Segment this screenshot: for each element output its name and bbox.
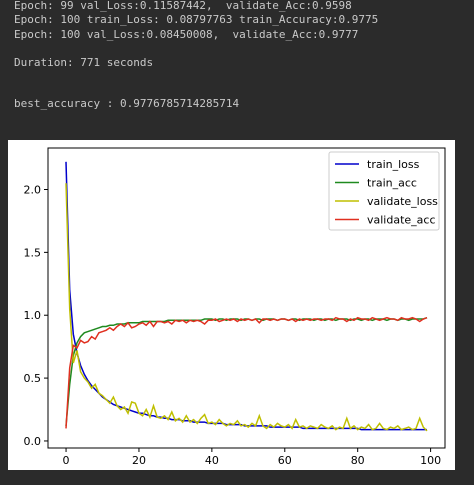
legend-label: train_loss	[367, 158, 420, 171]
axes-frame	[47, 147, 446, 449]
console-line: Epoch: 100 train_Loss: 0.08797763 train_…	[14, 13, 379, 26]
y-tick-label: 0.5	[24, 372, 42, 385]
console-line: best_accuracy : 0.9776785714285714	[14, 97, 240, 110]
x-tick-label: 100	[420, 454, 441, 467]
y-tick-label: 1.5	[24, 246, 42, 259]
x-tick-label: 80	[351, 454, 365, 467]
legend-label: validate_acc	[367, 214, 436, 227]
x-tick-label: 40	[205, 454, 219, 467]
series-line	[65, 183, 428, 432]
y-tick-label: 1.0	[24, 309, 42, 322]
x-tick-label: 60	[278, 454, 292, 467]
console-line: Epoch: 99 val_Loss:0.11587442, validate_…	[14, 0, 352, 12]
y-tick-label: 2.0	[24, 183, 42, 196]
legend-label: train_acc	[367, 177, 417, 190]
legend-box	[328, 151, 440, 231]
y-tick-label: 0.0	[24, 435, 42, 448]
x-tick-label: 0	[63, 454, 70, 467]
series-line	[65, 316, 428, 429]
console-line: Epoch: 100 val_Loss:0.08450008, validate…	[14, 28, 359, 41]
console-line: Duration: 771 seconds	[14, 56, 154, 69]
x-tick-label: 20	[132, 454, 146, 467]
chart: 0 20 40 60 80 100 0.0 0.5 1.0 1.5 2.0 train_losstra…	[8, 140, 455, 470]
legend-label: validate_loss	[367, 195, 438, 208]
